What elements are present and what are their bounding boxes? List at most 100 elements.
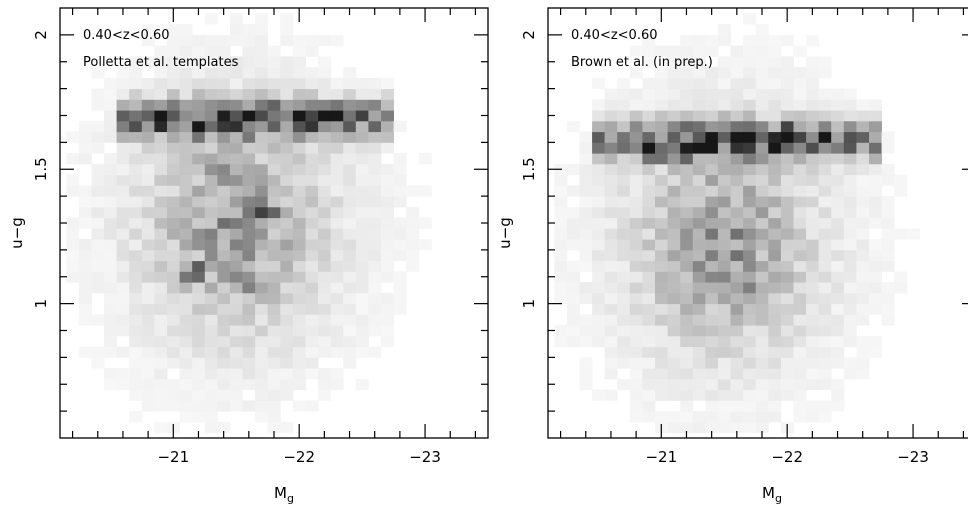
heatmap-cell	[843, 142, 857, 154]
heatmap-cell	[129, 67, 143, 79]
heatmap-cell	[66, 174, 80, 186]
heatmap-cell	[192, 174, 206, 186]
heatmap-cell	[717, 389, 731, 401]
heatmap-cell	[717, 185, 731, 197]
heatmap-cell	[280, 389, 294, 401]
heatmap-cell	[280, 163, 294, 176]
heatmap-cell	[292, 206, 306, 219]
heatmap-cell	[154, 56, 168, 68]
heatmap-cell	[393, 217, 407, 229]
heatmap-cell	[141, 271, 155, 283]
heatmap-cell	[881, 206, 895, 219]
heatmap-cell	[116, 142, 130, 154]
heatmap-cell	[104, 196, 118, 208]
heatmap-cell	[368, 314, 382, 326]
heatmap-cell	[705, 271, 719, 283]
heatmap-cell	[229, 34, 243, 47]
heatmap-cell	[680, 325, 694, 337]
heatmap-cell	[818, 249, 832, 262]
heatmap-cell	[579, 335, 593, 348]
heatmap-cell	[217, 120, 231, 133]
heatmap-cell	[292, 260, 306, 272]
heatmap-cell	[292, 196, 306, 208]
heatmap-cell	[267, 110, 281, 122]
x-axis-label-left: Mg	[274, 484, 294, 505]
heatmap-cell	[255, 314, 269, 326]
heatmap-cell	[204, 239, 218, 251]
heatmap-cell	[343, 217, 357, 229]
heatmap-cell	[217, 400, 231, 412]
heatmap-cell	[242, 249, 256, 262]
heatmap-cell	[116, 99, 130, 111]
heatmap-cell	[154, 325, 168, 337]
heatmap-cell	[667, 99, 681, 111]
heatmap-cell	[267, 303, 281, 315]
heatmap-cell	[755, 368, 769, 380]
heatmap-cell	[179, 206, 193, 219]
heatmap-cell	[129, 335, 143, 348]
heatmap-cell	[229, 88, 243, 100]
heatmap-cell	[831, 174, 845, 186]
heatmap-cell	[104, 335, 118, 348]
heatmap-cell	[204, 282, 218, 294]
heatmap-cell	[255, 185, 269, 197]
heatmap-cell	[104, 206, 118, 219]
heatmap-cell	[116, 206, 130, 219]
heatmap-cell	[129, 249, 143, 262]
heatmap-cell	[229, 163, 243, 176]
heatmap-cell	[217, 378, 231, 391]
heatmap-cell	[343, 110, 357, 122]
heatmap-cell	[768, 335, 782, 348]
heatmap-cell	[629, 163, 643, 176]
heatmap-cell	[692, 174, 706, 186]
heatmap-cell	[179, 88, 193, 100]
heatmap-cell	[705, 163, 719, 176]
heatmap-cell	[692, 163, 706, 176]
heatmap-cell	[680, 99, 694, 111]
heatmap-cell	[793, 99, 807, 111]
heatmap-cell	[204, 99, 218, 111]
heatmap-cell	[894, 271, 908, 283]
heatmap-cell	[617, 239, 631, 251]
heatmap-cell	[579, 185, 593, 197]
heatmap-cell	[831, 196, 845, 208]
heatmap-cell	[856, 228, 870, 240]
heatmap-cell	[730, 325, 744, 337]
heatmap-cell	[280, 13, 294, 25]
heatmap-cell	[642, 411, 656, 423]
heatmap-cell	[906, 228, 920, 240]
heatmap-cell	[655, 99, 668, 111]
heatmap-cell	[629, 271, 643, 283]
heatmap-cell	[280, 346, 294, 358]
heatmap-cell	[141, 120, 155, 133]
heatmap-cell	[318, 389, 332, 401]
heatmap-cell	[743, 271, 757, 283]
heatmap-cell	[768, 271, 782, 283]
heatmap-cell	[104, 368, 118, 380]
heatmap-cell	[179, 357, 193, 369]
heatmap-cell	[667, 411, 681, 423]
heatmap-cell	[381, 196, 394, 208]
heatmap-cell	[154, 346, 168, 358]
heatmap-cell	[217, 335, 231, 348]
heatmap-cell	[843, 357, 857, 369]
heatmap-cell	[831, 228, 845, 240]
heatmap-cell	[717, 346, 731, 358]
x-axis-label-main-left: M	[274, 484, 287, 502]
heatmap-cell	[755, 217, 769, 229]
heatmap-cell	[780, 260, 794, 272]
heatmap-cell	[318, 303, 332, 315]
heatmap-cell	[91, 271, 105, 283]
heatmap-cell	[255, 260, 269, 272]
heatmap-cell	[743, 411, 757, 423]
heatmap-cell	[680, 217, 694, 229]
heatmap-cell	[179, 335, 193, 348]
heatmap-cell	[242, 378, 256, 391]
heatmap-cell	[91, 260, 105, 272]
heatmap-cell	[292, 174, 306, 186]
heatmap-cell	[680, 249, 694, 262]
x-tick-label: −21	[157, 448, 189, 466]
heatmap-cell	[869, 99, 882, 111]
